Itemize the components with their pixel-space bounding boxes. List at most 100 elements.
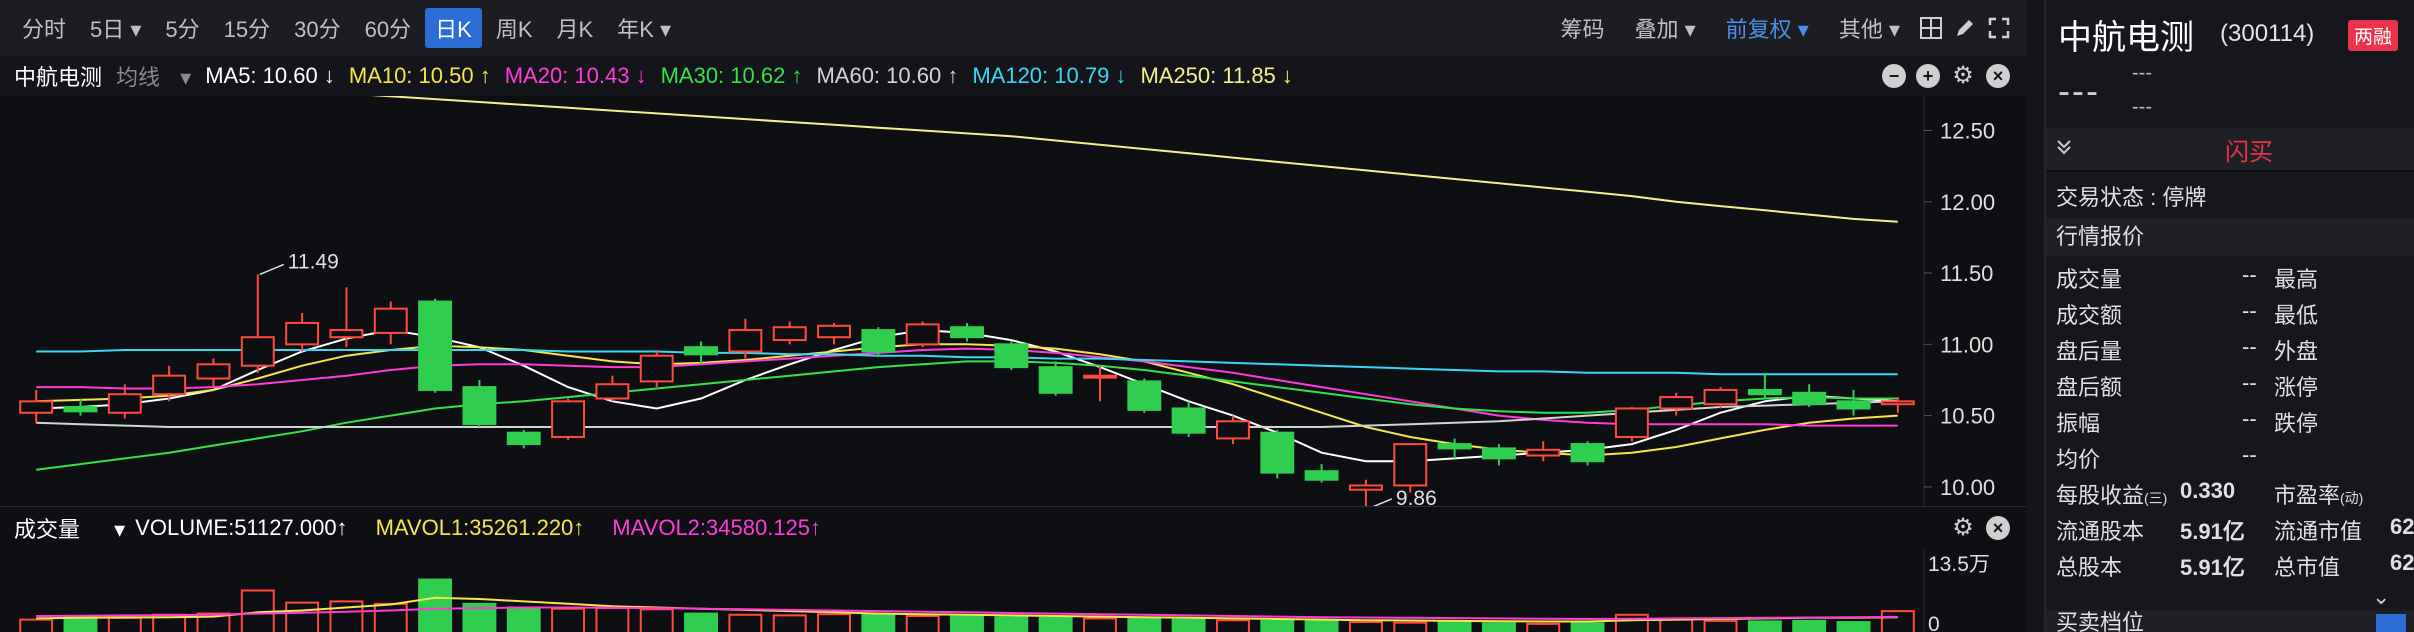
trade-status: 交易状态 : 停牌 [2056,185,2207,210]
y-tick-label: 10.00 [1940,475,1995,500]
ma-legend-bar: 中航电测 均线 ▾ MA5: 10.60 ↓ MA10: 10.50 ↑ MA20:… [0,56,2026,96]
volume-bar [817,613,851,632]
period-tab-7[interactable]: 周K [495,17,533,42]
high-label: 11.49 [288,250,339,273]
mavol1-line [36,596,1898,623]
overlay-label: 叠加 [1634,17,1679,42]
candle-body [1215,420,1250,440]
period-tab-5[interactable]: 60分 [364,17,412,42]
ma-label-2: MA20: 10.43 ↓ [504,63,647,88]
volume-bar [1215,619,1250,632]
period-tab-9[interactable]: 年K ▾ [617,17,672,42]
volume-bar [506,606,541,632]
y-tick-label: 12.00 [1940,190,1995,215]
divider [2046,170,2414,172]
volume-bar [994,616,1029,632]
flash-buy-button[interactable]: 闪买 [2225,138,2273,166]
more-label: 其他 [1838,17,1883,42]
quote-row: 总股本 5.91亿 总市值 62.5 [2056,550,2414,584]
candle-body [1393,443,1428,487]
candle-body [1614,407,1649,438]
zoom-out-icon[interactable]: − [1882,64,1906,88]
volume-close-icon[interactable]: × [1986,516,2010,540]
volume-bar [107,616,142,632]
quote-label-2: 总市值 [2274,555,2341,580]
volume-bar [950,615,984,632]
low-pointer [1372,498,1393,506]
high-pointer [259,263,285,276]
candle-body [329,329,364,339]
candle-body [861,329,896,353]
quote-row: 盘后量 -- 外盘 [2056,334,2414,368]
period-tab-3[interactable]: 15分 [223,17,271,42]
quote-label: 振幅 [2056,411,2101,436]
ma-type-dropdown[interactable]: 均线 ▾ [116,65,192,90]
candle-body [418,300,453,391]
candle-body [506,431,541,446]
ma-type-label: 均线 [116,65,161,90]
stock-code: (300114) [2220,20,2315,47]
period-tab-0[interactable]: 分时 [22,17,67,42]
volume-bar [373,602,408,632]
zoom-in-icon[interactable]: + [1916,64,1940,88]
candle-body [994,343,1029,369]
candle-body [817,324,851,339]
candle-body [1703,388,1738,406]
volume-y-zero: 0 [1928,613,1940,632]
volume-gear-icon[interactable]: ⚙ [1952,514,1974,541]
kline-chart-pane[interactable]: 中航电测 均线 ▾ MA5: 10.60 ↓ MA10: 10.50 ↑ MA20:… [0,56,2026,506]
order-book-title[interactable]: 买卖档位 [2046,610,2414,632]
chip-button[interactable]: 筹码 [1560,17,1605,42]
volume-title-dropdown[interactable]: 成交量 ▾ [14,517,126,542]
adjust-dropdown[interactable]: 前复权 ▾ [1725,17,1809,42]
quote-value: -- [2242,406,2257,431]
volume-bar [1747,620,1782,632]
period-tab-2[interactable]: 5分 [165,17,200,42]
candle-body [1260,431,1295,474]
ma-label-5: MA120: 10.79 ↓ [972,63,1127,88]
grid-layout-icon[interactable] [1914,11,1948,45]
period-tab-6[interactable]: 日K [425,8,482,48]
period-tab-4[interactable]: 30分 [294,17,341,42]
quote-label: 均价 [2056,447,2101,472]
volume-bar [772,614,807,632]
period-tab-8[interactable]: 月K [556,17,594,42]
quote-value-2: 62.5 [2390,550,2414,575]
volume-bar [1393,621,1428,632]
overlay-dropdown[interactable]: 叠加 ▾ [1634,17,1696,42]
volume-bar [285,601,320,632]
period-tab-1[interactable]: 5日 ▾ [90,17,142,42]
draw-pen-icon[interactable] [1948,11,1982,45]
toolbar-right: 筹码 叠加 ▾ 前复权 ▾ 其他 ▾ [1544,0,2016,56]
volume-bar [1348,621,1383,632]
volume-bar [1792,619,1827,632]
adjust-label: 前复权 [1725,17,1792,42]
volume-bar [684,612,719,632]
order-book-tab[interactable] [2376,614,2406,632]
volume-pane[interactable]: 成交量 ▾ VOLUME:51127.000↑ MAVOL1:35261.220… [0,506,2026,632]
quote-label: 每股收益(三) [2056,483,2168,508]
ma-line-ma120 [36,349,1898,376]
volume-title: 成交量 [14,517,81,542]
candle-body [462,386,497,426]
expand-chevron-icon[interactable]: ⌄ [2372,584,2391,609]
candle-body [1038,366,1073,394]
fullscreen-icon[interactable] [1982,11,2016,45]
candle-body [772,326,807,342]
volume-bar [19,618,54,632]
more-dropdown[interactable]: 其他 ▾ [1838,17,1900,42]
volume-bar [1703,619,1738,632]
ma-label-0: MA5: 10.60 ↓ [205,63,335,88]
gear-icon[interactable]: ⚙ [1952,62,1974,89]
y-tick-label: 11.50 [1940,261,1993,286]
quote-value: -- [2242,262,2257,287]
volume-bar [1038,616,1073,632]
candle-body [152,374,187,396]
close-icon[interactable]: × [1986,64,2010,88]
candle-body [19,400,54,414]
quote-value: -- [2242,370,2257,395]
candlestick-chart: 12.50 12.00 11.50 11.00 10.50 10.00 11.49 9.86 [19,96,1995,506]
collapse-icon[interactable] [2046,136,2082,162]
period-toolbar: 分时 5日 ▾ 5分 15分 30分 60分 日K 周K 月K 年K ▾ 筹码 叠加 ▾ 前复权 … [0,0,2026,56]
quote-row: 盘后额 -- 涨停 [2056,370,2414,404]
